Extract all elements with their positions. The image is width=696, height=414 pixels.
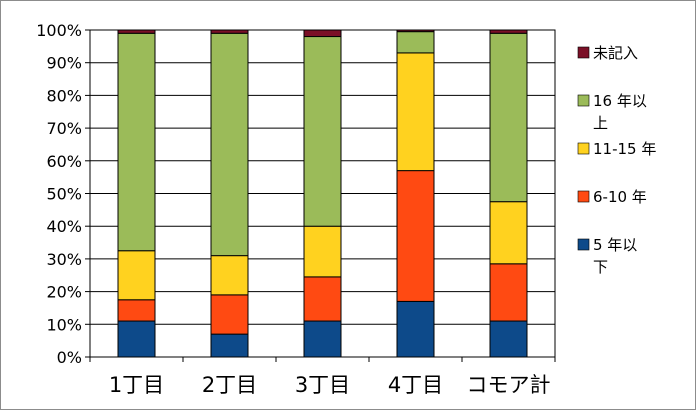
bar-segment — [303, 29, 342, 38]
bar-segment — [303, 36, 342, 227]
legend-swatch — [577, 190, 590, 203]
legend-label: 6-10 年 — [593, 188, 647, 206]
legend-swatch — [577, 142, 590, 155]
legend-label: 未記入 — [593, 44, 638, 62]
y-tick-label: 80% — [46, 86, 82, 105]
y-tick-label: 20% — [46, 283, 82, 302]
x-axis-labels: 1丁目 2丁目 3丁目 4丁目 コモア計 — [89, 357, 556, 397]
bar-segment — [396, 52, 435, 172]
x-tick-label: コモア計 — [467, 373, 551, 397]
y-tick-label: 70% — [46, 119, 82, 138]
y-tick-label: 40% — [46, 217, 82, 236]
x-tick-label: 4丁目 — [388, 373, 443, 397]
legend-swatch — [577, 46, 590, 59]
bar-segment — [117, 32, 156, 252]
bar-segment — [489, 201, 528, 265]
bar-segment — [117, 29, 156, 34]
y-tick-label: 50% — [46, 185, 82, 204]
bar-segment — [210, 294, 249, 335]
y-tick-label: 10% — [46, 315, 82, 334]
x-tick-label: 3丁目 — [295, 373, 350, 397]
bar-segment — [117, 250, 156, 301]
bar-segment — [396, 300, 435, 358]
legend-label: 5 年以下 — [593, 236, 637, 276]
bar-segment — [210, 333, 249, 358]
bar-segment — [210, 29, 249, 34]
y-tick-label: 60% — [46, 152, 82, 171]
bar-segment — [396, 29, 435, 33]
y-axis-ticks: 0% 10% 20% 30% 40% 50% 60% 70% 80% 90% 100% — [36, 21, 90, 367]
y-tick-label: 100% — [36, 21, 82, 40]
y-tick-label: 0% — [57, 348, 82, 367]
bar-segment — [117, 320, 156, 358]
x-tick-label: 2丁目 — [202, 373, 257, 397]
bar-segment — [303, 225, 342, 278]
bar-segment — [117, 299, 156, 322]
x-tick-label: 1丁目 — [109, 373, 164, 397]
bar-segment — [396, 31, 435, 54]
y-tick-label: 90% — [46, 54, 82, 73]
bar-segment — [303, 276, 342, 322]
bar-segment — [489, 32, 528, 203]
bar-segment — [303, 320, 342, 358]
y-tick-label: 30% — [46, 250, 82, 269]
bar-segment — [396, 170, 435, 302]
bar-segment — [489, 29, 528, 34]
legend-swatch — [577, 238, 590, 251]
legend: 未記入 16 年以上 11-15 年 6-10 年 5 年以下 — [577, 44, 656, 276]
legend-label: 11-15 年 — [593, 140, 656, 158]
legend-swatch — [577, 94, 590, 107]
bar-segment — [210, 255, 249, 296]
bar-segment — [210, 32, 249, 257]
bars — [117, 29, 528, 358]
bar-segment — [489, 263, 528, 322]
bar-segment — [489, 320, 528, 358]
legend-label: 16 年以上 — [593, 92, 647, 132]
